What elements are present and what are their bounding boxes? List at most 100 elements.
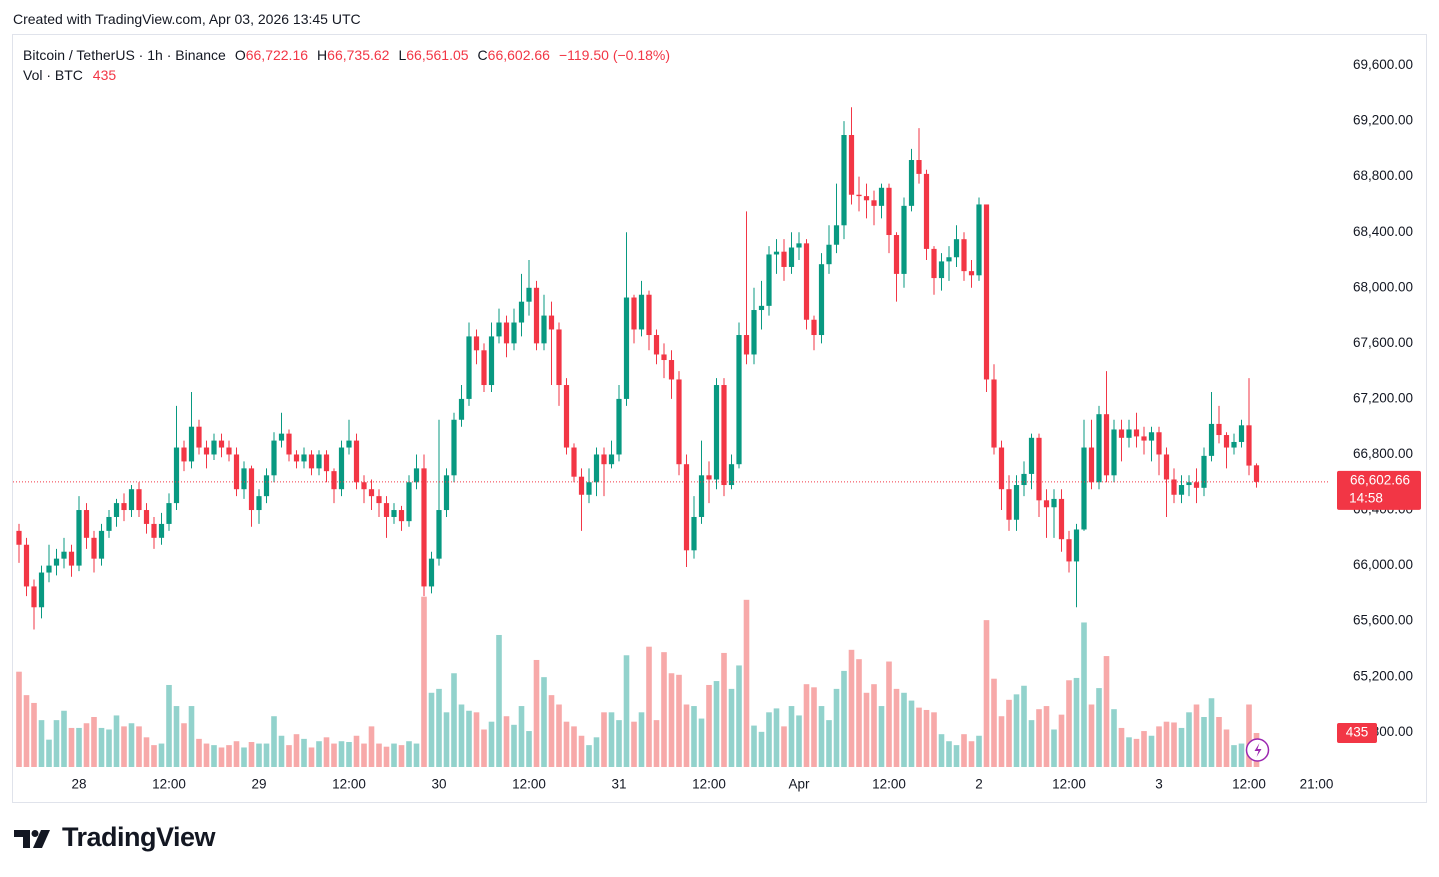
volume-bar xyxy=(241,747,247,767)
y-tick-label: 68,800.00 xyxy=(1353,168,1413,183)
volume-bar xyxy=(166,684,172,767)
volume-bar xyxy=(1186,712,1192,767)
volume-bar xyxy=(1141,731,1147,767)
candle-body xyxy=(863,196,870,201)
x-tick-label: 12:00 xyxy=(332,777,366,792)
volume-bar xyxy=(863,692,870,767)
candle-body xyxy=(1253,465,1260,482)
candle-body xyxy=(961,239,967,272)
field-value: 66,602.66 xyxy=(487,47,550,63)
volume-bar xyxy=(766,712,772,767)
volume-bar xyxy=(856,659,862,767)
candle-body xyxy=(1051,498,1057,508)
volume-bar xyxy=(728,688,735,767)
volume-bar xyxy=(346,742,352,767)
volume-bar xyxy=(203,743,210,767)
candle-body xyxy=(766,254,772,306)
countdown: 14:58 xyxy=(1349,490,1383,505)
candle-body xyxy=(818,264,825,336)
volume-bar xyxy=(713,681,720,767)
volume-bar xyxy=(413,743,420,767)
volume-bar xyxy=(196,738,202,767)
candle-body xyxy=(511,322,517,344)
volume-bar xyxy=(803,684,810,767)
volume-bar xyxy=(173,706,180,767)
candle-body xyxy=(743,335,750,355)
candle-body xyxy=(638,294,645,330)
volume-bar xyxy=(271,716,277,767)
volume-name: Vol · BTC xyxy=(23,67,83,83)
candle-body xyxy=(526,287,532,302)
y-tick-label: 65,200.00 xyxy=(1353,668,1413,683)
candle-body xyxy=(811,319,817,336)
field-key: H xyxy=(317,47,328,63)
candle-body xyxy=(226,447,232,455)
volume-bar xyxy=(248,742,255,767)
candle-body xyxy=(578,476,585,495)
volume-bar xyxy=(1231,745,1237,767)
candle-body xyxy=(1238,425,1245,442)
candle-body xyxy=(691,516,697,551)
volume-bar xyxy=(751,725,757,767)
volume-bar xyxy=(938,734,945,767)
volume-bar xyxy=(916,707,922,767)
volume-bar xyxy=(721,652,727,767)
candle-body xyxy=(166,503,172,524)
x-tick-label: 2 xyxy=(975,777,983,792)
watermark: Created with TradingView.com, Apr 03, 20… xyxy=(13,11,361,27)
volume-bar xyxy=(788,706,795,767)
volume-bar xyxy=(121,726,127,767)
candle-body xyxy=(188,426,195,462)
candle-body xyxy=(1088,447,1095,483)
candle-body xyxy=(428,558,435,587)
volume-bar xyxy=(503,716,510,767)
candle-body xyxy=(376,496,382,504)
volume-bar xyxy=(923,709,930,767)
y-tick-label: 69,200.00 xyxy=(1353,113,1413,128)
volume-bar xyxy=(1208,698,1215,767)
y-tick-label: 67,600.00 xyxy=(1353,335,1413,350)
field-value: 66,561.05 xyxy=(406,47,469,63)
volume-bar xyxy=(548,695,555,767)
volume-bar xyxy=(998,716,1005,767)
candle-body xyxy=(661,354,667,361)
candle-body xyxy=(998,447,1005,490)
candle-body xyxy=(683,464,690,551)
volume-bar xyxy=(563,721,570,767)
volume-bar xyxy=(428,692,435,767)
candle-body xyxy=(841,135,847,226)
volume-bar xyxy=(338,741,345,767)
candle-body xyxy=(46,565,52,573)
candle-body xyxy=(1156,432,1162,455)
volume-bar xyxy=(1238,743,1245,767)
candle-body xyxy=(968,271,975,276)
candle-body xyxy=(1216,423,1222,436)
candle-body xyxy=(121,503,127,511)
candle-body xyxy=(293,454,300,462)
candle-body xyxy=(541,315,547,344)
volume-bar xyxy=(368,726,375,767)
candle-body xyxy=(1013,485,1020,520)
candle-body xyxy=(1021,473,1027,486)
candle-body xyxy=(473,336,480,351)
candle-body xyxy=(196,426,202,448)
candle-body xyxy=(398,510,405,522)
volume-bar xyxy=(818,706,825,767)
volume-bar xyxy=(886,661,892,767)
candle-body xyxy=(788,247,795,267)
candle-body xyxy=(571,447,577,477)
candle-body xyxy=(436,510,442,559)
volume-bar xyxy=(1058,714,1065,767)
candle-body xyxy=(128,489,135,511)
candle-body xyxy=(361,482,367,490)
candle-body xyxy=(286,433,292,455)
y-tick-label: 66,800.00 xyxy=(1353,446,1413,461)
volume-bar xyxy=(871,684,877,767)
volume-bar xyxy=(961,734,967,767)
volume-bar xyxy=(286,745,292,767)
candle-body xyxy=(556,329,562,386)
volume-bar xyxy=(1103,656,1110,767)
volume-bar xyxy=(526,731,532,767)
